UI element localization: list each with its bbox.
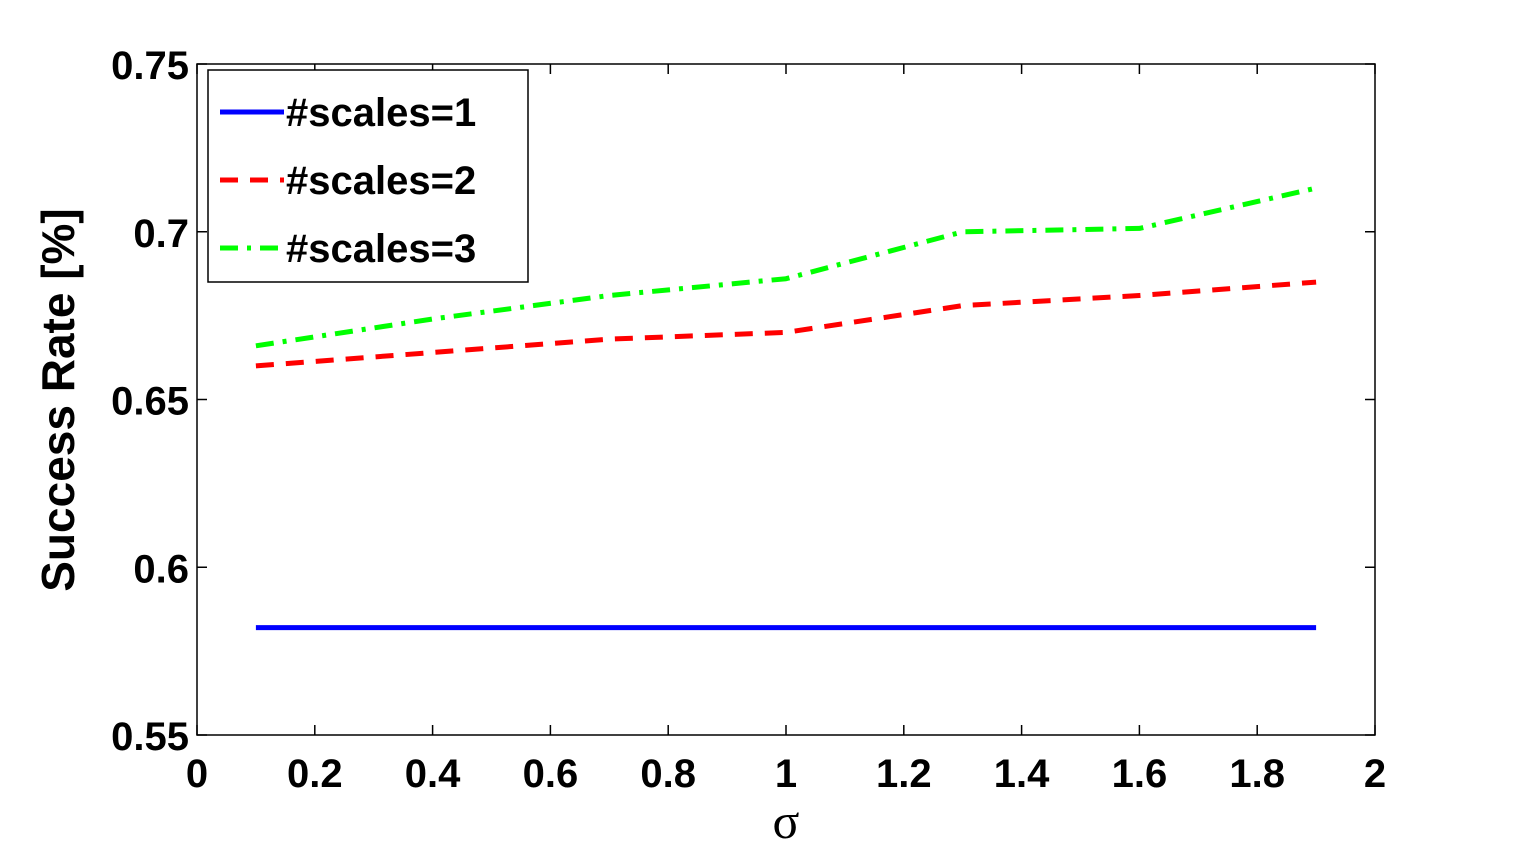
x-tick-label: 1.6	[1112, 752, 1168, 796]
legend-label-2: #scales=2	[286, 159, 476, 203]
legend-label-3: #scales=3	[286, 227, 476, 271]
legend-label-1: #scales=1	[286, 91, 476, 135]
x-axis-title: σ	[773, 793, 800, 849]
x-tick-label: 1.8	[1229, 752, 1285, 796]
x-tick-label: 0.2	[287, 752, 343, 796]
y-tick-label: 0.75	[111, 44, 189, 88]
y-tick-label: 0.7	[133, 212, 189, 256]
x-tick-label: 0.4	[405, 752, 461, 796]
series-line-2	[255, 279, 1317, 369]
x-tick-label: 2	[1364, 752, 1386, 796]
x-tick-label: 1.4	[994, 752, 1050, 796]
x-tick-label: 0.8	[640, 752, 696, 796]
y-tick-label: 0.65	[111, 380, 189, 424]
y-tick-label: 0.6	[133, 547, 189, 591]
x-tick-label: 0.6	[523, 752, 579, 796]
x-tick-label: 1	[775, 752, 797, 796]
x-tick-label: 1.2	[876, 752, 932, 796]
y-axis-title: Success Rate [%]	[32, 208, 84, 592]
x-tick-label: 0	[186, 752, 208, 796]
y-tick-label: 0.55	[111, 715, 189, 759]
series-line-3	[255, 185, 1317, 349]
